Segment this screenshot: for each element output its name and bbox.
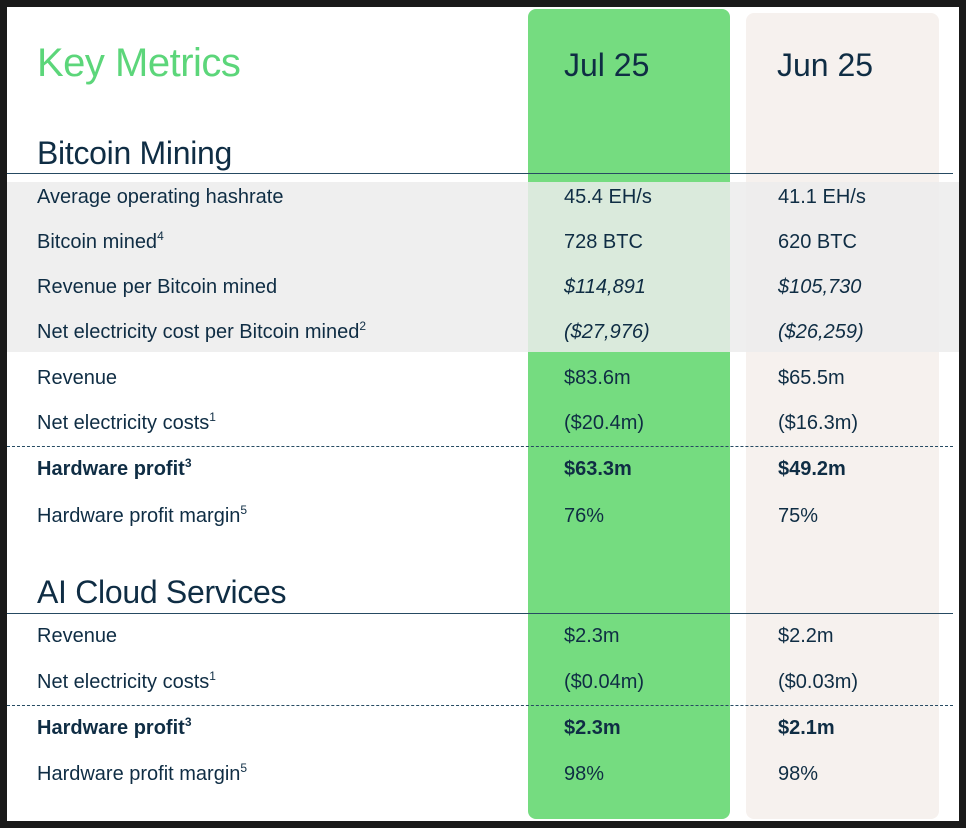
key-metrics-card: Key Metrics Jul 25 Jun 25 Bitcoin Mining…: [7, 7, 959, 821]
value-jul: $2.3m: [564, 625, 620, 647]
section-title-bitcoin-mining: Bitcoin Mining: [37, 135, 233, 171]
table-row: Revenue $83.6m $65.5m: [7, 363, 959, 393]
shaded-row-band: [7, 182, 959, 352]
value-jun: ($16.3m): [778, 412, 859, 434]
table-row: Revenue $2.3m $2.2m: [7, 621, 959, 651]
row-label: Net electricity costs1: [37, 669, 216, 693]
value-jul: ($27,976): [564, 321, 650, 343]
row-label: Hardware profit3: [37, 456, 192, 480]
table-row: Hardware profit margin5 98% 98%: [7, 759, 959, 789]
table-row: Revenue per Bitcoin mined $114,891 $105,…: [7, 272, 959, 302]
value-jun: $2.1m: [778, 717, 835, 739]
footnote-marker: 5: [240, 761, 248, 775]
table-row: Average operating hashrate 45.4 EH/s 41.…: [7, 182, 959, 212]
table-row: Hardware profit3 $63.3m $49.2m: [7, 454, 959, 484]
footnote-marker: 1: [209, 410, 216, 424]
footnote-marker: 3: [184, 456, 192, 470]
row-label: Net electricity cost per Bitcoin mined2: [37, 319, 367, 343]
table-row: Bitcoin mined4 728 BTC 620 BTC: [7, 227, 959, 257]
footnote-marker: 4: [157, 229, 164, 243]
row-label: Revenue per Bitcoin mined: [37, 276, 278, 298]
footnote-marker: 5: [240, 503, 248, 517]
value-jun: $105,730: [778, 276, 862, 298]
row-label: Hardware profit3: [37, 715, 192, 739]
row-label: Bitcoin mined4: [37, 229, 164, 253]
jul-column-highlight: [528, 9, 730, 819]
value-jul: 45.4 EH/s: [564, 186, 652, 208]
jun-column-background: [746, 13, 939, 819]
value-jul: ($20.4m): [564, 412, 645, 434]
row-label: Hardware profit margin5: [37, 761, 248, 785]
table-row: Net electricity cost per Bitcoin mined2 …: [7, 317, 959, 347]
table-row: Net electricity costs1 ($20.4m) ($16.3m): [7, 408, 959, 438]
value-jul: $83.6m: [564, 367, 631, 389]
value-jul: ($0.04m): [564, 671, 645, 693]
value-jun: 41.1 EH/s: [778, 186, 866, 208]
value-jul: 98%: [564, 763, 605, 785]
value-jun: ($0.03m): [778, 671, 859, 693]
value-jun: 620 BTC: [778, 231, 857, 253]
section-divider: [7, 613, 953, 614]
page-title: Key Metrics: [37, 41, 241, 85]
value-jul: $2.3m: [564, 717, 621, 739]
subtotal-divider: [7, 446, 953, 447]
row-label: Net electricity costs1: [37, 410, 216, 434]
value-jun: $49.2m: [778, 458, 846, 480]
column-header-jul: Jul 25: [564, 47, 650, 83]
value-jul: 728 BTC: [564, 231, 643, 253]
table-row: Net electricity costs1 ($0.04m) ($0.03m): [7, 667, 959, 697]
value-jun: ($26,259): [778, 321, 864, 343]
footnote-marker: 3: [184, 715, 192, 729]
value-jul: 76%: [564, 505, 605, 527]
value-jul: $63.3m: [564, 458, 632, 480]
row-label: Average operating hashrate: [37, 186, 284, 208]
section-title-ai-cloud-services: AI Cloud Services: [37, 574, 287, 610]
column-header-jun: Jun 25: [777, 47, 874, 83]
section-divider: [7, 173, 953, 174]
value-jun: $2.2m: [778, 625, 834, 647]
row-label: Revenue: [37, 367, 118, 389]
footnote-marker: 1: [209, 669, 216, 683]
table-row: Hardware profit margin5 76% 75%: [7, 501, 959, 531]
footnote-marker: 2: [359, 319, 367, 333]
value-jun: 75%: [778, 505, 819, 527]
row-label: Hardware profit margin5: [37, 503, 248, 527]
value-jun: 98%: [778, 763, 819, 785]
row-label: Revenue: [37, 625, 118, 647]
value-jun: $65.5m: [778, 367, 845, 389]
table-row: Hardware profit3 $2.3m $2.1m: [7, 713, 959, 743]
subtotal-divider: [7, 705, 953, 706]
value-jul: $114,891: [564, 276, 646, 298]
